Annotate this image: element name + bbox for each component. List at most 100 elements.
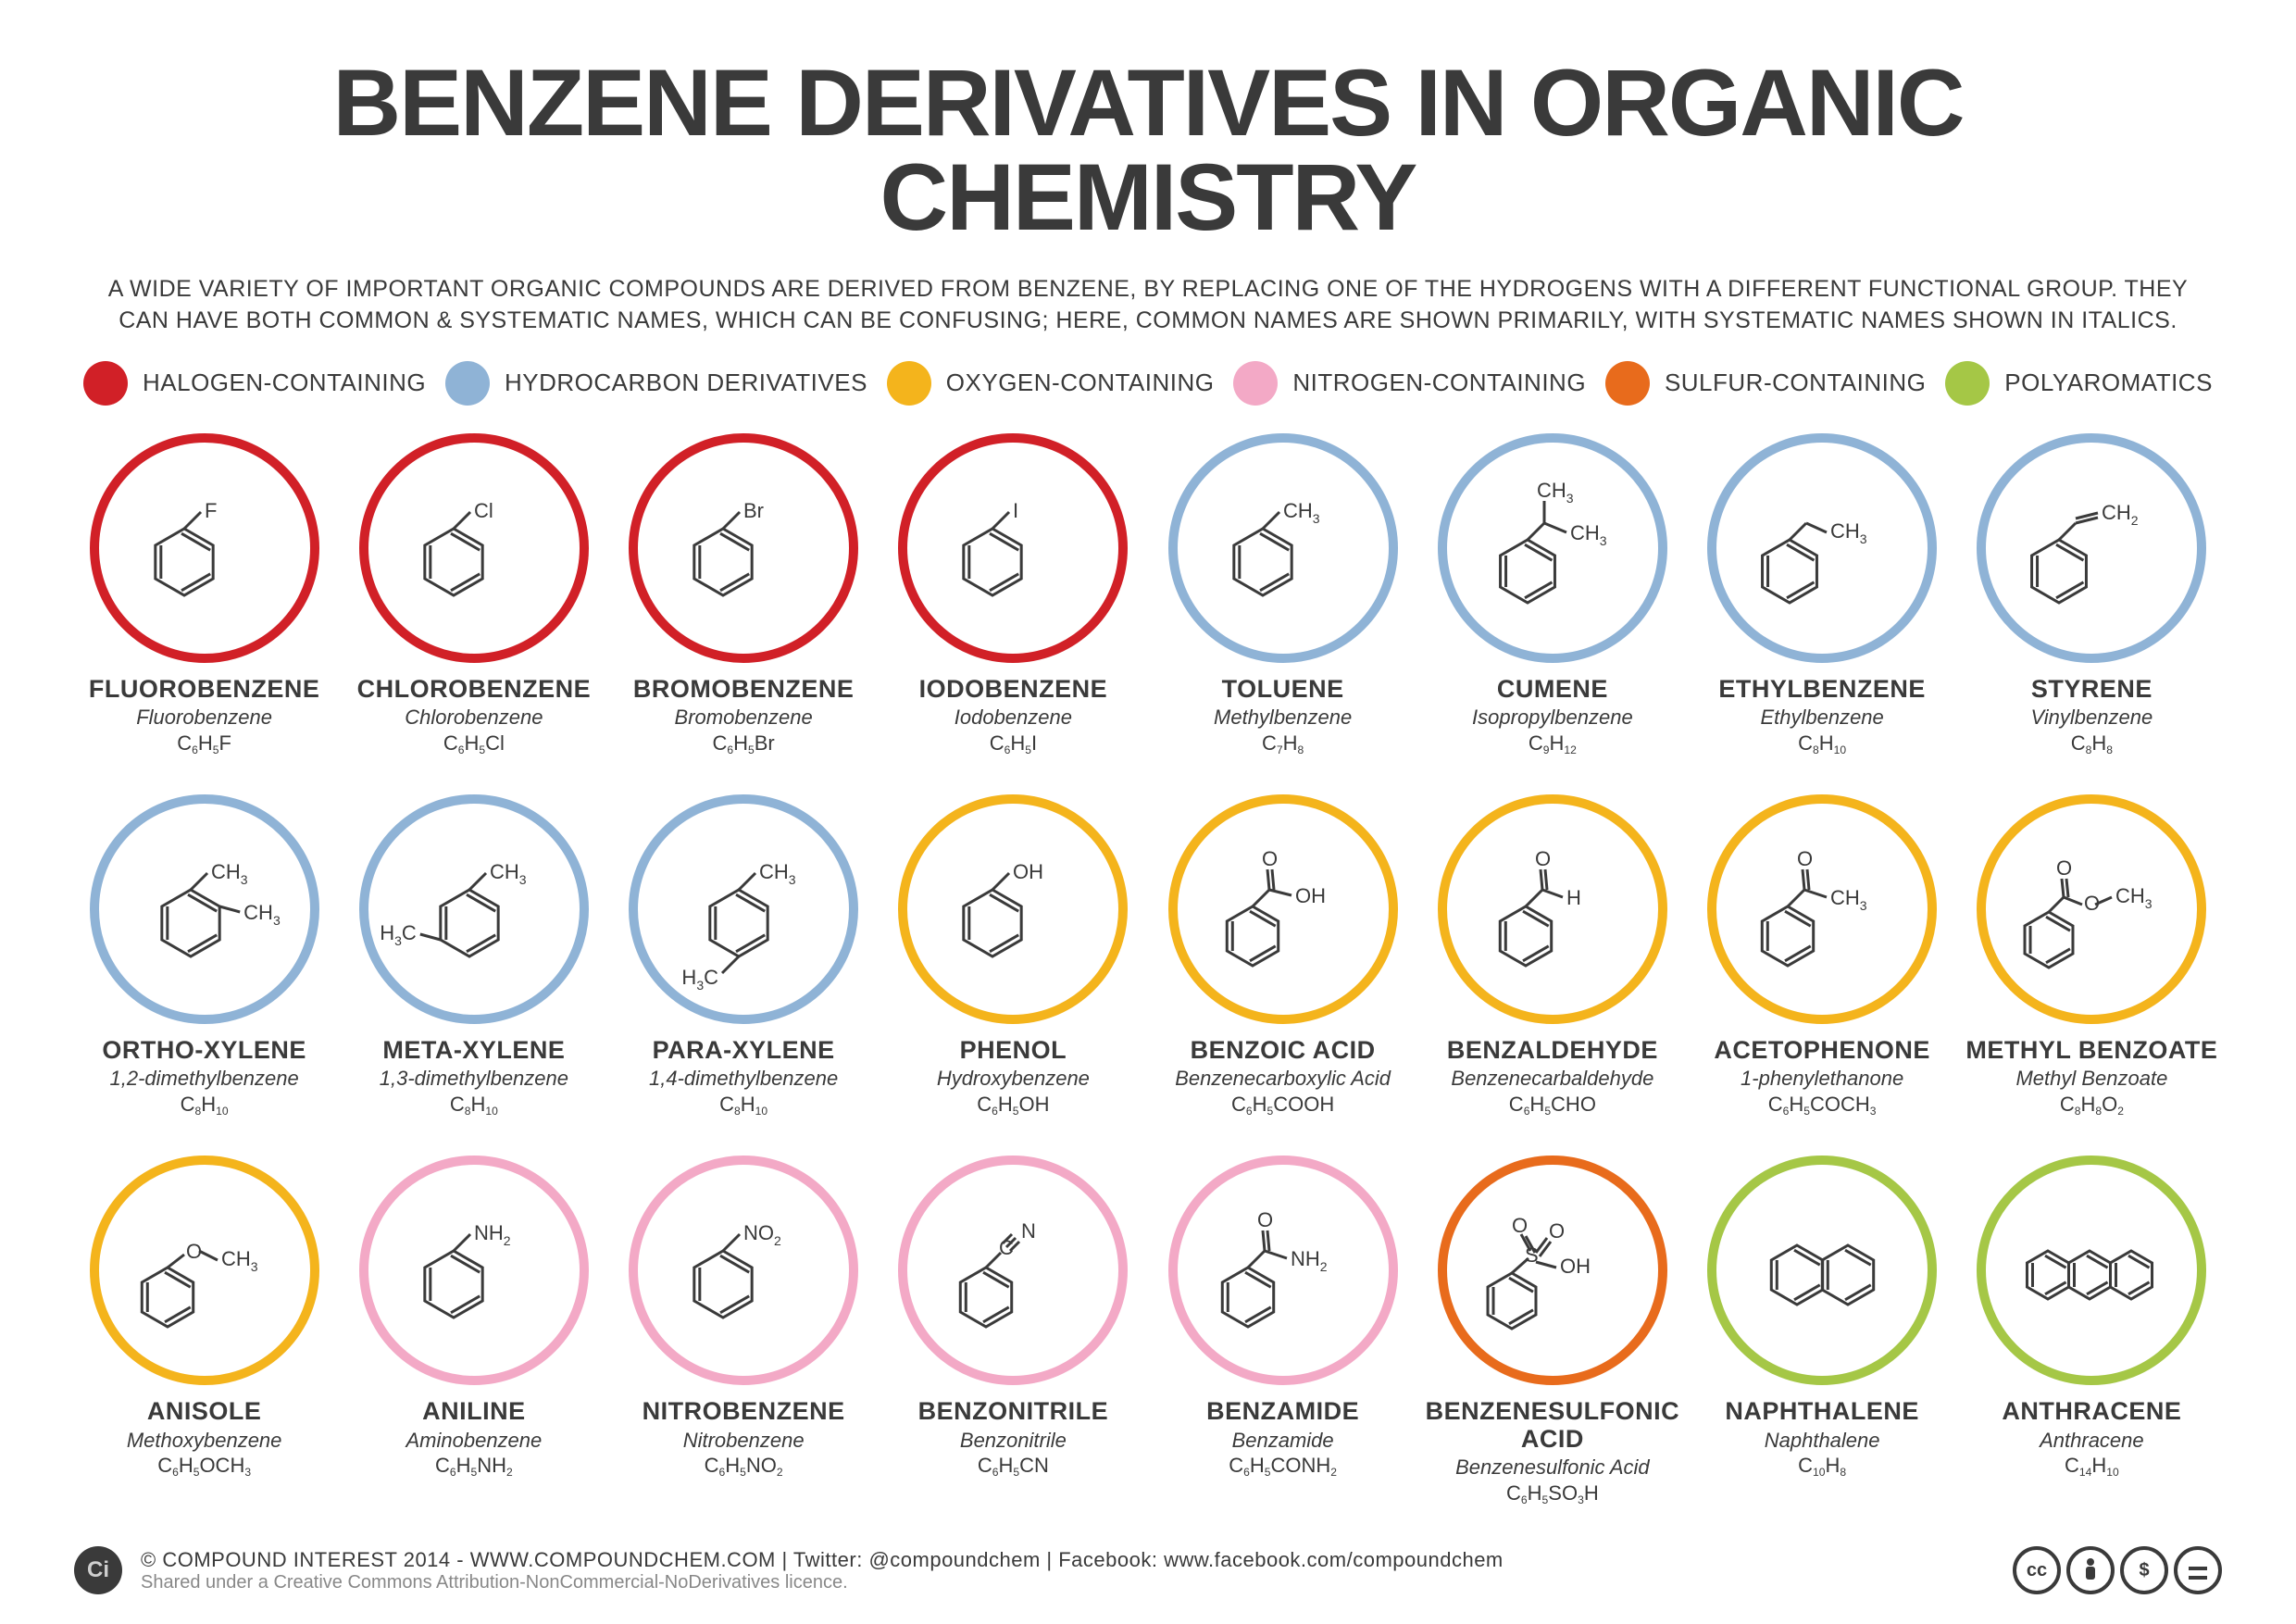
compound-cell: OCH3​ANISOLEMethoxybenzeneC6H5OCH3 [74, 1156, 334, 1507]
compound-systematic-name: Fluorobenzene [136, 705, 272, 731]
compound-systematic-name: Bromobenzene [675, 705, 813, 731]
compound-cell: CH3​H3​CMETA-XYLENE1,3-dimethylbenzeneC8… [343, 794, 604, 1146]
compound-cell: CH3​ETHYLBENZENEEthylbenzeneC8H10 [1692, 433, 1953, 785]
cc-nd-icon [2174, 1546, 2222, 1594]
molecule-ring-icon: CH3​ [1168, 433, 1398, 663]
compound-formula: C8H10 [181, 1092, 229, 1118]
compound-common-name: FLUOROBENZENE [89, 676, 320, 704]
compound-common-name: ACETOPHENONE [1714, 1037, 1930, 1065]
footer-credit: © COMPOUND INTEREST 2014 - WWW.COMPOUNDC… [141, 1548, 1504, 1572]
compound-systematic-name: Methoxybenzene [127, 1428, 282, 1454]
molecule-ring-icon: CN [898, 1156, 1128, 1385]
compound-formula: C6H5OH [977, 1092, 1049, 1118]
svg-text:CH3​: CH3​ [243, 901, 281, 928]
molecule-ring-icon: CH3​CH3​ [1438, 433, 1667, 663]
compound-cell: CH3​H3​C PARA-XYLENE1,4-dimethylbenzeneC8… [614, 794, 874, 1146]
compound-cell: OHBENZALDEHYDEBenzenecarbaldehydeC6H5CHO [1422, 794, 1682, 1146]
molecule-ring-icon: Cl [359, 433, 589, 663]
compound-systematic-name: 1,4-dimethylbenzene [649, 1066, 838, 1092]
svg-text:Br: Br [743, 499, 764, 522]
legend-label: POLYAROMATICS [2004, 369, 2213, 397]
molecule-ring-icon: CH3​H3​C [629, 794, 858, 1024]
legend-item: POLYAROMATICS [1945, 361, 2213, 406]
molecule-ring-icon: ONH2​ [1168, 1156, 1398, 1385]
compound-formula: C8H10 [450, 1092, 498, 1118]
cc-icons: cc$ [2013, 1546, 2222, 1594]
compound-systematic-name: Iodobenzene [955, 705, 1072, 731]
footer-left: Ci © COMPOUND INTEREST 2014 - WWW.COMPOU… [74, 1546, 1504, 1594]
legend-swatch-icon [445, 361, 490, 406]
molecule-ring-icon: CH3​ CH3​ [90, 794, 319, 1024]
compound-formula: C6H5SO3H [1506, 1480, 1599, 1507]
compound-formula: C6H5Br [713, 731, 775, 757]
svg-text:CH3​: CH3​ [490, 860, 527, 887]
legend-label: NITROGEN-CONTAINING [1292, 369, 1586, 397]
compound-cell: CH3​CH3​ORTHO-XYLENE1,2-dimethylbenzeneC… [74, 794, 334, 1146]
svg-text:OH: OH [1013, 860, 1043, 883]
svg-text:O: O [1512, 1214, 1528, 1237]
svg-text:NH2​: NH2​ [474, 1221, 511, 1248]
svg-text:N: N [1021, 1219, 1036, 1243]
molecule-ring-icon: OCH3​ [90, 1156, 319, 1385]
compound-formula: C6H5OCH3 [157, 1453, 251, 1480]
compound-grid: F FLUOROBENZENEFluorobenzeneC6H5F Cl CHLORO… [74, 433, 2222, 1508]
compound-common-name: CHLOROBENZENE [357, 676, 592, 704]
compound-systematic-name: Hydroxybenzene [937, 1066, 1090, 1092]
compound-common-name: METHYL BENZOATE [1965, 1037, 2217, 1065]
compound-systematic-name: Methyl Benzoate [2015, 1066, 2167, 1092]
molecule-ring-icon: OCH3​ [1707, 794, 1937, 1024]
compound-common-name: STYRENE [2031, 676, 2152, 704]
svg-text:CH3​: CH3​ [221, 1247, 258, 1274]
molecule-ring-icon [1977, 1156, 2206, 1385]
compound-systematic-name: Naphthalene [1765, 1428, 1880, 1454]
legend-item: OXYGEN-CONTAINING [887, 361, 1215, 406]
svg-text:CH3​: CH3​ [1537, 479, 1574, 506]
compound-systematic-name: Ethylbenzene [1760, 705, 1883, 731]
legend-label: HALOGEN-CONTAINING [143, 369, 426, 397]
svg-text:CH3​: CH3​ [211, 860, 248, 887]
svg-text:O: O [2056, 856, 2072, 880]
compound-systematic-name: Benzamide [1232, 1428, 1334, 1454]
compound-formula: C7H8 [1262, 731, 1304, 757]
svg-text:F: F [205, 499, 217, 522]
molecule-ring-icon: CH3​ [1707, 433, 1937, 663]
footer-text: © COMPOUND INTEREST 2014 - WWW.COMPOUNDC… [141, 1548, 1504, 1593]
compound-formula: C6H5CHO [1509, 1092, 1596, 1118]
svg-text:OH: OH [1560, 1255, 1591, 1278]
legend-swatch-icon [1945, 361, 1990, 406]
compound-formula: C6H5CONH2 [1229, 1453, 1337, 1480]
svg-text:Cl: Cl [474, 499, 493, 522]
compound-systematic-name: Benzenecarbaldehyde [1451, 1066, 1653, 1092]
compound-cell: SOOOHBENZENESULFONIC ACIDBenzenesulfonic… [1422, 1156, 1682, 1507]
svg-text:CH3​: CH3​ [759, 860, 796, 887]
compound-formula: C9H12 [1529, 731, 1577, 757]
compound-formula: C6H5NH2 [435, 1453, 513, 1480]
legend-swatch-icon [1233, 361, 1278, 406]
compound-systematic-name: 1,2-dimethylbenzene [110, 1066, 299, 1092]
compound-cell: CH3​TOLUENEMethylbenzeneC7H8 [1153, 433, 1413, 785]
cc-by-icon [2066, 1546, 2115, 1594]
svg-text:O: O [1257, 1208, 1273, 1231]
svg-text:H: H [1566, 886, 1581, 909]
compound-common-name: PARA-XYLENE [653, 1037, 835, 1065]
svg-text:NO2​: NO2​ [743, 1221, 781, 1248]
legend-item: HALOGEN-CONTAINING [83, 361, 426, 406]
svg-text:CH3​: CH3​ [1283, 499, 1320, 526]
svg-text:H3​C: H3​C [380, 921, 417, 948]
legend-swatch-icon [887, 361, 931, 406]
compound-common-name: BROMOBENZENE [633, 676, 855, 704]
molecule-ring-icon: OOCH3​ [1977, 794, 2206, 1024]
molecule-ring-icon: OH [1438, 794, 1667, 1024]
compound-common-name: BENZOIC ACID [1191, 1037, 1376, 1065]
compound-formula: C8H10 [1798, 731, 1846, 757]
svg-text:O: O [1535, 847, 1551, 870]
compound-common-name: NITROBENZENE [643, 1398, 845, 1426]
compound-cell: ONH2​BENZAMIDEBenzamideC6H5CONH2 [1153, 1156, 1413, 1507]
compound-formula: C8H10 [719, 1092, 767, 1118]
compound-formula: C6H5F [177, 731, 231, 757]
compound-cell: OOCH3​METHYL BENZOATEMethyl BenzoateC8H8… [1962, 794, 2222, 1146]
molecule-ring-icon: NO2​ [629, 1156, 858, 1385]
compound-systematic-name: Vinylbenzene [2031, 705, 2153, 731]
svg-text:CH3​: CH3​ [1830, 519, 1867, 546]
compound-systematic-name: 1-phenylethanone [1741, 1066, 1903, 1092]
